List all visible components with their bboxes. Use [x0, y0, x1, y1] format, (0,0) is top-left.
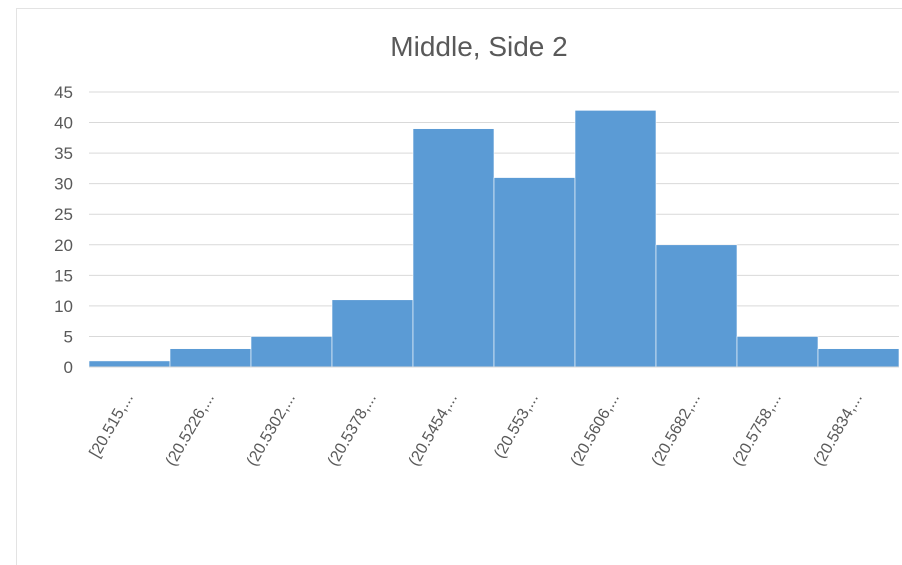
- y-tick-label: 35: [54, 144, 73, 163]
- bars: [88, 110, 900, 368]
- histogram-bar: [88, 360, 171, 368]
- x-category-label: (20.5682,...: [649, 391, 704, 470]
- histogram-bar: [412, 128, 495, 368]
- chart-title: Middle, Side 2: [390, 31, 567, 62]
- y-tick-label: 5: [64, 327, 73, 346]
- x-category-label: (20.553,...: [491, 391, 542, 462]
- x-category-label: (20.5226,...: [163, 391, 218, 470]
- histogram-bar: [250, 336, 333, 368]
- y-tick-label: 30: [54, 175, 73, 194]
- y-tick-label: 15: [54, 266, 73, 285]
- y-tick-label: 0: [64, 358, 73, 377]
- y-tick-label: 45: [54, 83, 73, 102]
- y-tick-label: 25: [54, 205, 73, 224]
- x-category-label: [20.515,...: [87, 391, 137, 461]
- histogram-bar: [169, 348, 252, 368]
- histogram-bar: [493, 177, 576, 368]
- y-tick-label: 40: [54, 114, 73, 133]
- y-axis-ticks: 0 5 10 15 20 25 30 35 40 45: [54, 83, 73, 377]
- histogram-bar: [331, 299, 414, 368]
- x-axis-categories: [20.515,... (20.5226,... (20.5302,... (20.5…: [87, 391, 866, 470]
- x-category-label: (20.5302,...: [244, 391, 299, 470]
- x-category-label: (20.5834,...: [811, 391, 866, 470]
- x-category-label: (20.5758,...: [730, 391, 785, 470]
- x-category-label: (20.5378,...: [325, 391, 380, 470]
- x-category-label: (20.5606,...: [568, 391, 623, 470]
- histogram-bar: [736, 336, 819, 368]
- y-tick-label: 10: [54, 297, 73, 316]
- histogram-bar: [655, 244, 738, 368]
- y-tick-label: 20: [54, 236, 73, 255]
- histogram-bar: [574, 110, 657, 368]
- histogram-bar: [817, 348, 900, 368]
- x-category-label: (20.5454,...: [406, 391, 461, 470]
